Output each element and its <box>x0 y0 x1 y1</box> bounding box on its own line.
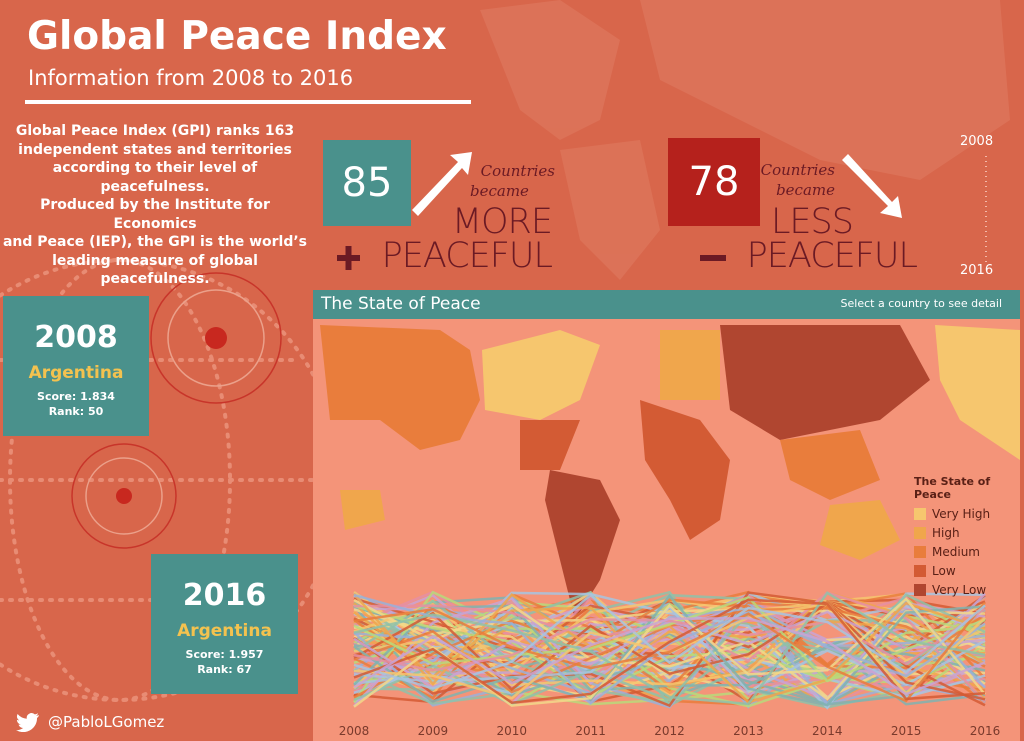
world-map[interactable] <box>320 325 1020 620</box>
legend-swatch <box>914 564 926 577</box>
legend-label: High <box>932 525 960 540</box>
rank-line <box>353 595 986 683</box>
axis-label: 2014 <box>811 724 843 738</box>
handle: @PabloLGomez <box>48 713 165 731</box>
axis-label: 2011 <box>575 724 606 738</box>
legend-label: Very Low <box>932 582 987 597</box>
europe[interactable] <box>660 330 720 400</box>
plus-sign <box>337 246 360 270</box>
caption-line: became <box>470 182 529 200</box>
less-count: 78 <box>668 138 760 226</box>
rank-line <box>353 593 986 690</box>
subtitle: Information from 2008 to 2016 <box>28 66 354 90</box>
intro-line: leading measure of global peacefulness. <box>52 252 258 288</box>
rank-line <box>353 593 986 707</box>
intro-line: Produced by the Institute for Economics <box>40 197 270 232</box>
axis-label: 2012 <box>654 724 685 738</box>
north-america[interactable] <box>320 325 480 450</box>
australia-left[interactable] <box>340 490 385 530</box>
more-words: MORE PEACEFUL <box>360 202 553 276</box>
north-america-right[interactable] <box>935 325 1020 460</box>
intro-line: independent states and territories <box>18 141 292 158</box>
word: LESS <box>770 202 854 242</box>
legend-swatch <box>914 507 926 520</box>
rank-line <box>353 598 986 701</box>
map-title: The State of Peace <box>321 294 481 314</box>
intro-line: according to their level of peacefulness… <box>52 160 258 195</box>
timeline-end: 2016 <box>960 263 994 278</box>
legend-label: Very High <box>932 506 991 521</box>
arrows <box>412 152 902 218</box>
legend-label: Low <box>932 563 956 578</box>
south-america[interactable] <box>545 470 620 620</box>
card-2008: 2008 Argentina Score: 1.834 Rank: 50 <box>3 296 149 436</box>
legend: The State of Peace Very High High Medium Lo… <box>914 475 1024 599</box>
intro-line: and Peace (IEP), the GPI is the world’s <box>2 234 308 250</box>
card-country: Argentina <box>28 363 124 383</box>
rank-line <box>353 605 986 706</box>
south-asia[interactable] <box>780 430 880 500</box>
more-count: 85 <box>323 140 411 226</box>
intro-line: Global Peace Index (GPI) ranks 163 <box>15 123 295 139</box>
card-country: Argentina <box>177 621 272 641</box>
map-hint: Select a country to see detail <box>840 297 1002 310</box>
word: PEACEFUL <box>746 236 918 276</box>
axis-label: 2010 <box>496 724 528 738</box>
axis-label: 2009 <box>417 724 449 738</box>
canada[interactable] <box>482 330 600 420</box>
divider <box>25 100 471 104</box>
more-caption: Countries became <box>470 161 555 201</box>
card-rank: Rank: 50 <box>48 405 104 418</box>
background-map <box>480 0 1010 280</box>
rank-line <box>353 601 986 703</box>
less-words: LESS PEACEFUL <box>725 202 918 276</box>
legend-swatch <box>914 545 926 558</box>
russia-asia[interactable] <box>720 325 930 440</box>
footer: @PabloLGomez <box>16 712 164 732</box>
legend-swatch <box>914 526 926 539</box>
twitter-icon <box>16 713 39 732</box>
axis-label: 2015 <box>890 724 922 738</box>
target-circles <box>71 272 282 549</box>
legend-label: Medium <box>932 544 980 559</box>
usa[interactable] <box>520 420 580 470</box>
rank-line <box>353 590 986 709</box>
card-score: Score: 1.834 <box>37 390 115 403</box>
timeline-start: 2008 <box>960 134 994 149</box>
word: PEACEFUL <box>381 236 553 276</box>
caption-line: Countries <box>480 162 555 180</box>
legend-item: Low <box>914 561 1024 580</box>
card-2016: 2016 Argentina Score: 1.957 Rank: 67 <box>151 554 298 694</box>
legend-swatch <box>914 583 926 596</box>
legend-title: The State of Peace <box>914 475 991 501</box>
title: Global Peace Index <box>27 14 447 59</box>
rank-line <box>353 598 986 704</box>
card-year: 2016 <box>182 578 267 613</box>
less-caption: Countries became <box>750 160 835 200</box>
card-score: Score: 1.957 <box>185 648 264 661</box>
legend-item: Very Low <box>914 580 1024 599</box>
legend-item: High <box>914 523 1024 542</box>
rank-line <box>353 616 986 696</box>
card-year: 2008 <box>34 320 118 355</box>
map-header: The State of Peace Select a country to s… <box>313 290 1020 319</box>
legend-item: Medium <box>914 542 1024 561</box>
axis-label: 2016 <box>969 724 1001 738</box>
legend-item: Very High <box>914 504 1024 523</box>
word: MORE <box>451 202 553 242</box>
intro: Global Peace Index (GPI) ranks 163 indepe… <box>0 122 310 289</box>
rank-line <box>353 592 986 704</box>
caption-line: Countries <box>760 161 835 179</box>
caption-line: became <box>776 181 835 199</box>
axis-label: 2013 <box>733 724 764 738</box>
axis-label: 2008 <box>338 724 370 738</box>
bump-chart <box>352 590 986 710</box>
card-rank: Rank: 67 <box>197 663 252 676</box>
africa[interactable] <box>640 400 730 540</box>
australia[interactable] <box>820 500 900 560</box>
rank-line <box>353 591 986 706</box>
